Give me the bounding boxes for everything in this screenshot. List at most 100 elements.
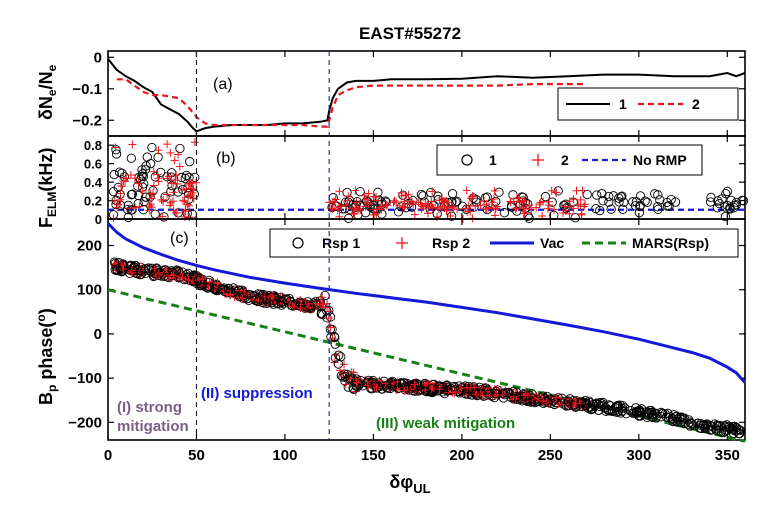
f-elm-point-2 bbox=[435, 205, 444, 214]
phase-point-rsp1 bbox=[603, 406, 614, 416]
f-elm-point-2 bbox=[442, 196, 451, 205]
phase-point-rsp1 bbox=[587, 404, 598, 414]
f-elm-point-1 bbox=[155, 167, 166, 177]
phase-point-rsp1 bbox=[719, 421, 730, 431]
phase-point-rsp2 bbox=[150, 264, 159, 273]
phase-point-rsp1 bbox=[698, 420, 708, 430]
f-elm-point-2 bbox=[145, 201, 154, 210]
y-tick-label: 0 bbox=[95, 212, 102, 227]
f-elm-point-1 bbox=[705, 197, 716, 207]
x-tick-label: 300 bbox=[626, 447, 651, 464]
phase-point-rsp1 bbox=[498, 393, 509, 403]
phase-point-rsp2 bbox=[345, 374, 354, 383]
phase-point-rsp1 bbox=[330, 339, 340, 349]
phase-point-rsp1 bbox=[266, 292, 276, 302]
phase-point-rsp1 bbox=[676, 417, 686, 427]
f-elm-point-2 bbox=[178, 196, 187, 205]
phase-point-rsp1 bbox=[707, 421, 717, 432]
phase-point-rsp2 bbox=[336, 366, 345, 375]
f-elm-point-2 bbox=[361, 195, 370, 204]
phase-point-rsp1 bbox=[506, 392, 516, 403]
f-elm-point-2 bbox=[128, 140, 137, 149]
f-elm-point-2 bbox=[414, 198, 423, 207]
f-elm-point-2 bbox=[114, 200, 123, 209]
phase-point-rsp2 bbox=[304, 299, 313, 308]
f-elm-point-1 bbox=[722, 186, 733, 197]
f-elm-point-2 bbox=[565, 202, 574, 211]
f-elm-point-1 bbox=[177, 172, 187, 183]
phase-point-rsp1 bbox=[577, 396, 587, 407]
phase-point-rsp1 bbox=[548, 396, 558, 406]
f-elm-point-1 bbox=[373, 187, 383, 197]
f-elm-point-2 bbox=[163, 190, 172, 199]
x-axis-label: δφUL bbox=[389, 472, 430, 496]
legend-b2-label: 2 bbox=[561, 152, 569, 168]
x-tick-label: 200 bbox=[449, 447, 474, 464]
phase-point-rsp1 bbox=[182, 272, 192, 282]
phase-point-rsp1 bbox=[667, 414, 678, 424]
f-elm-point-2 bbox=[154, 174, 163, 183]
legend-mars-label: MARS(Rsp) bbox=[632, 235, 709, 251]
phase-point-rsp2 bbox=[421, 385, 430, 394]
f-elm-point-1 bbox=[540, 191, 551, 202]
phase-point-rsp1 bbox=[153, 270, 164, 280]
f-elm-point-2 bbox=[185, 179, 194, 188]
phase-point-rsp1 bbox=[680, 418, 690, 429]
f-elm-point-2 bbox=[153, 170, 162, 179]
x-tick-label: 250 bbox=[538, 447, 563, 464]
phase-point-rsp1 bbox=[569, 400, 580, 410]
legend-norm-label: No RMP bbox=[633, 152, 687, 168]
panel-b-label: (b) bbox=[216, 150, 236, 167]
legend-c1-label: Rsp 1 bbox=[322, 235, 360, 251]
f-elm-point-2 bbox=[170, 156, 179, 165]
f-elm-point-1 bbox=[729, 200, 740, 211]
f-elm-point-2 bbox=[543, 204, 552, 213]
phase-point-rsp2 bbox=[347, 368, 356, 377]
phase-point-rsp2 bbox=[225, 291, 234, 300]
mars-line bbox=[107, 288, 746, 443]
phase-point-rsp1 bbox=[251, 295, 261, 305]
phase-point-rsp2 bbox=[571, 399, 580, 408]
f-elm-point-2 bbox=[375, 203, 384, 212]
y-tick-label: 0 bbox=[94, 49, 102, 66]
f-elm-point-1 bbox=[713, 196, 723, 206]
f-elm-point-2 bbox=[437, 194, 446, 203]
phase-point-rsp1 bbox=[607, 406, 618, 416]
phase-point-rsp2 bbox=[538, 396, 547, 405]
f-elm-point-1 bbox=[184, 172, 194, 182]
f-elm-point-2 bbox=[410, 210, 419, 219]
phase-point-rsp1 bbox=[336, 352, 346, 362]
legend-b2-marker bbox=[532, 154, 544, 166]
f-elm-point-2 bbox=[163, 174, 172, 183]
phase-point-rsp1 bbox=[581, 398, 592, 408]
phase-point-rsp2 bbox=[290, 302, 299, 311]
f-elm-point-2 bbox=[513, 194, 522, 203]
f-elm-point-2 bbox=[135, 202, 144, 211]
region-3-label: (III) weak mitigation bbox=[376, 415, 515, 432]
f-elm-point-1 bbox=[185, 156, 195, 167]
f-elm-point-2 bbox=[520, 196, 529, 205]
f-elm-point-1 bbox=[591, 203, 601, 214]
phase-point-rsp1 bbox=[437, 383, 447, 393]
phase-point-rsp1 bbox=[471, 389, 481, 399]
figure-title: EAST#55272 bbox=[359, 24, 461, 43]
legend-1-label: 1 bbox=[619, 96, 627, 112]
f-elm-point-1 bbox=[393, 207, 404, 217]
y-tick-label: 0.4 bbox=[84, 175, 103, 190]
f-elm-point-2 bbox=[351, 186, 360, 195]
phase-point-rsp2 bbox=[400, 386, 409, 395]
f-elm-point-2 bbox=[397, 188, 406, 197]
f-elm-point-1 bbox=[523, 211, 533, 221]
f-elm-point-2 bbox=[343, 196, 352, 205]
phase-point-rsp1 bbox=[650, 408, 660, 418]
f-elm-point-2 bbox=[552, 188, 561, 197]
f-elm-point-1 bbox=[652, 202, 663, 212]
f-elm-point-2 bbox=[518, 197, 527, 206]
y-tick-label: −0.2 bbox=[72, 112, 102, 129]
phase-point-rsp2 bbox=[213, 278, 222, 287]
phase-point-rsp1 bbox=[345, 374, 355, 384]
f-elm-point-2 bbox=[389, 198, 398, 207]
f-elm-point-2 bbox=[147, 194, 156, 203]
f-elm-point-2 bbox=[336, 202, 345, 211]
